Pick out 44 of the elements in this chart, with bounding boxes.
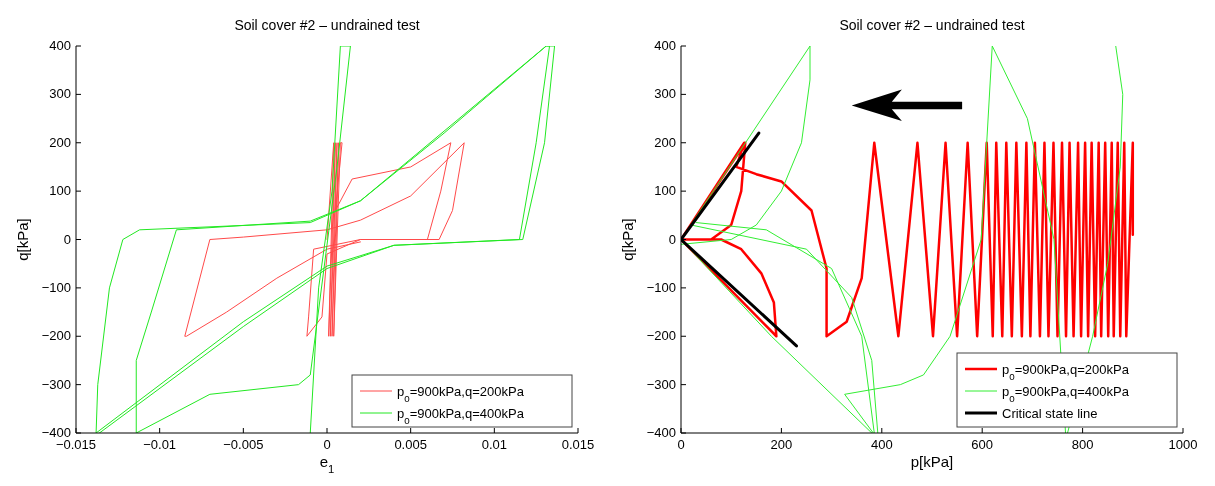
legend-label: Critical state line <box>1002 406 1098 421</box>
y-tick-label: −300 <box>646 376 676 392</box>
x-tick-label: 0.005 <box>394 437 427 452</box>
y-tick-label: 100 <box>49 183 71 199</box>
legend-label: p$_{0}$=900kPa,q=400kPa <box>397 406 525 426</box>
y-tick-label: 0 <box>63 231 71 247</box>
x-tick-label: 800 <box>1071 437 1094 452</box>
y-tick-label: −200 <box>41 328 71 344</box>
chart-title: Soil cover #2 – undrained test <box>234 17 420 33</box>
y-tick-label: −400 <box>646 425 676 440</box>
y-tick-label: 200 <box>49 134 71 150</box>
x-tick-label: 200 <box>770 437 793 452</box>
x-tick-label: −0.015 <box>55 437 97 452</box>
y-tick-label: 100 <box>654 183 676 199</box>
y-axis-title: q[kPa] <box>619 218 636 261</box>
legend-label: p$_{0}$=900kPa,q=200kPa <box>1002 362 1130 382</box>
x-tick-label: 600 <box>971 437 994 452</box>
line-series <box>184 142 465 337</box>
y-tick-label: −400 <box>41 425 71 440</box>
legend-label: p$_{0}$=900kPa,q=400kPa <box>1002 384 1130 404</box>
y-axis-title: q[kPa] <box>14 218 31 261</box>
y-tick-label: −100 <box>41 279 71 295</box>
y-tick-label: 200 <box>654 134 676 150</box>
y-tick-label: 300 <box>49 86 71 102</box>
y-tick-label: 400 <box>49 38 71 53</box>
x-tick-label: 0 <box>323 437 331 452</box>
x-axis-title: e$_{1}$ <box>319 453 335 475</box>
x-tick-label: 0.015 <box>561 437 595 452</box>
y-tick-label: −100 <box>646 279 676 295</box>
chart-title: Soil cover #2 – undrained test <box>839 17 1025 33</box>
line-series <box>681 141 1135 338</box>
line-series <box>95 46 556 433</box>
x-tick-label: −0.005 <box>223 437 264 452</box>
y-tick-label: 300 <box>654 86 676 102</box>
x-tick-label: −0.01 <box>143 437 177 452</box>
y-tick-label: 400 <box>654 38 676 53</box>
x-tick-label: 1000 <box>1168 437 1198 452</box>
y-tick-label: 0 <box>668 231 676 247</box>
x-axis-title: p[kPa] <box>910 453 954 470</box>
y-tick-label: −300 <box>41 376 71 392</box>
x-tick-label: 400 <box>870 437 893 452</box>
legend-label: p$_{0}$=900kPa,q=200kPa <box>397 384 525 404</box>
x-tick-label: 0.01 <box>481 437 507 452</box>
y-tick-label: −200 <box>646 328 676 344</box>
